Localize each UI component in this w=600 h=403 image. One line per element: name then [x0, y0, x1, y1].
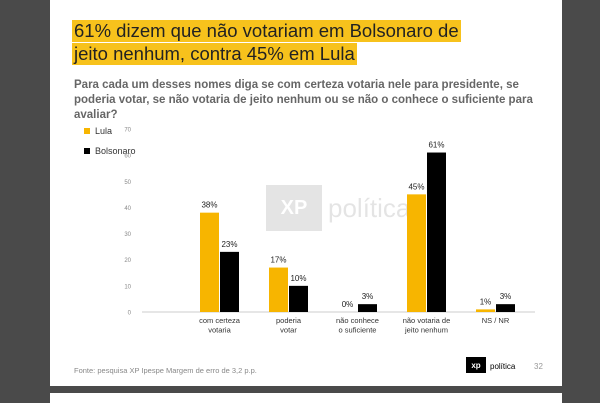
next-slide-edge: [50, 393, 562, 403]
category-label: NS / NR: [482, 316, 510, 325]
data-label-lula: 0%: [342, 300, 354, 309]
y-tick-label: 20: [124, 258, 131, 264]
category-label: não conhece: [336, 316, 379, 325]
bar-lula-0: [200, 212, 219, 312]
y-tick-label: 10: [124, 284, 131, 290]
xp-watermark: XP política: [266, 185, 410, 231]
data-label-bolsonaro: 23%: [221, 240, 237, 249]
bar-lula-3: [407, 194, 426, 312]
category-label: votaria: [208, 326, 231, 335]
y-tick-label: 70: [124, 128, 131, 134]
category-label: não votaria de: [403, 316, 451, 325]
data-label-bolsonaro: 3%: [362, 292, 374, 301]
slide-title-line-1: 61% dizem que não votariam em Bolsonaro …: [72, 20, 461, 42]
data-label-lula: 1%: [480, 297, 492, 306]
source-note: Fonte: pesquisa XP Ipespe Margem de erro…: [74, 366, 257, 375]
bar-lula-4: [476, 309, 495, 312]
data-label-bolsonaro: 61%: [428, 141, 444, 150]
legend-swatch-bolsonaro: [84, 148, 90, 154]
watermark-word: política: [328, 192, 411, 223]
y-tick-label: 40: [124, 206, 131, 212]
legend-swatch-lula: [84, 128, 90, 134]
watermark-xp-logo: XP: [266, 185, 322, 231]
category-label: votar: [280, 326, 297, 335]
xp-logo: xp: [466, 357, 486, 373]
page-number: 32: [534, 362, 543, 371]
bar-bolsonaro-2: [358, 304, 377, 312]
legend-label-lula: Lula: [95, 126, 113, 136]
y-tick-label: 30: [124, 232, 131, 238]
data-label-lula: 38%: [201, 201, 217, 210]
y-tick-label: 50: [124, 180, 131, 186]
category-label: com certeza: [199, 316, 241, 325]
category-label: jeito nenhum: [404, 326, 448, 335]
y-tick-label: 60: [124, 154, 131, 160]
category-label: poderia: [276, 316, 302, 325]
data-label-lula: 45%: [408, 182, 424, 191]
slide-title-line-2: jeito nenhum, contra 45% em Lula: [72, 43, 357, 65]
bar-bolsonaro-0: [220, 251, 239, 312]
slide-subtitle: Para cada um desses nomes diga se com ce…: [74, 79, 533, 121]
legend-item-lula: Lula: [84, 126, 112, 136]
category-label: o suficiente: [339, 326, 377, 335]
slide: 61% dizem que não votariam em Bolsonaro …: [50, 0, 562, 386]
data-label-lula: 17%: [270, 256, 286, 265]
legend-label-bolsonaro: Bolsonaro: [95, 146, 136, 156]
bar-bolsonaro-3: [427, 152, 446, 312]
bar-lula-1: [269, 267, 288, 312]
brand-word: política: [490, 362, 516, 371]
bar-bolsonaro-1: [289, 285, 308, 312]
data-label-bolsonaro: 3%: [500, 292, 512, 301]
legend-item-bolsonaro: Bolsonaro: [84, 146, 136, 156]
bar-bolsonaro-4: [496, 304, 515, 312]
y-tick-label: 0: [128, 311, 132, 317]
data-label-bolsonaro: 10%: [290, 274, 306, 283]
